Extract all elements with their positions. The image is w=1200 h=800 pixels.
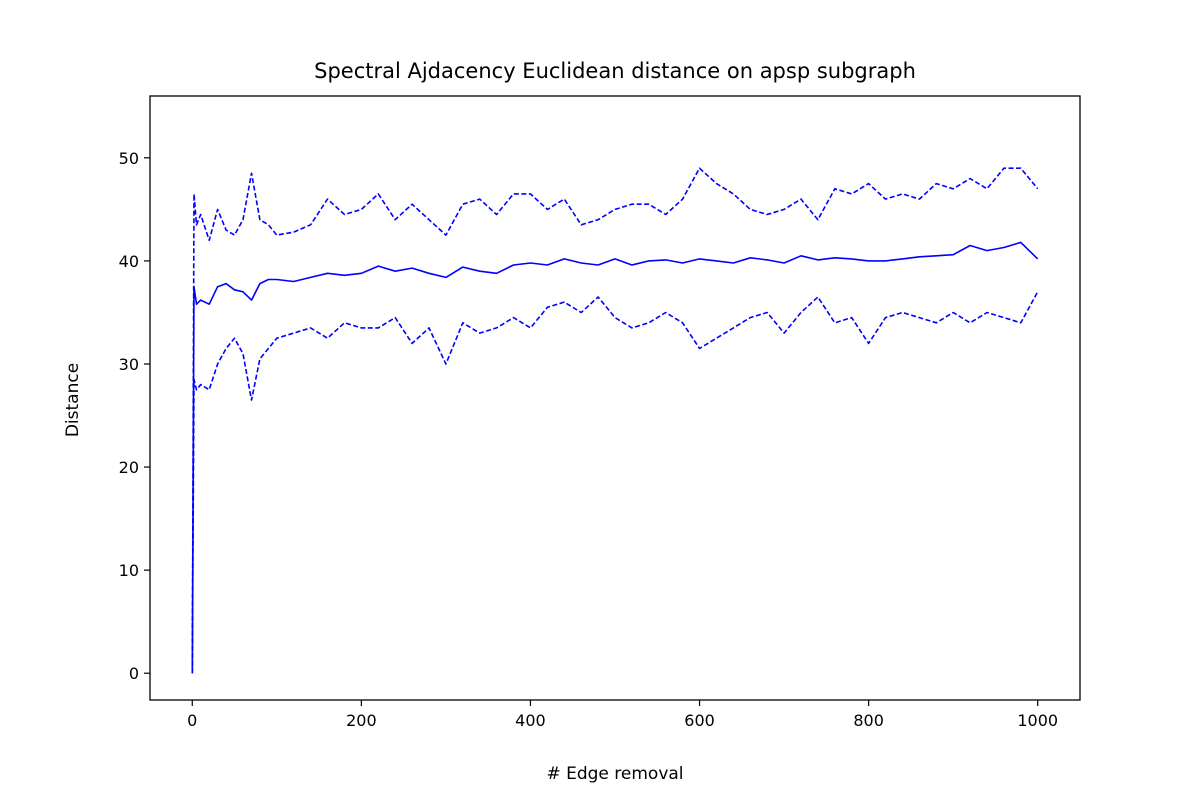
y-axis-label: Distance <box>63 363 83 437</box>
y-tick-label: 40 <box>119 252 139 271</box>
y-tick-label: 30 <box>119 355 139 374</box>
y-axis: 0 10 20 30 40 50 <box>119 149 150 683</box>
x-axis-label: # Edge removal <box>546 764 683 784</box>
x-tick-label: 800 <box>853 711 884 730</box>
y-tick-label: 50 <box>119 149 139 168</box>
y-tick-label: 0 <box>129 664 139 683</box>
dashed-series-line-2 <box>191 291 1039 674</box>
x-tick-label: 400 <box>515 711 546 730</box>
x-tick-label: 1000 <box>1017 711 1058 730</box>
y-tick-label: 20 <box>119 458 139 477</box>
x-tick-label: 600 <box>684 711 715 730</box>
x-tick-label: 0 <box>187 711 197 730</box>
plot-area <box>191 167 1039 674</box>
y-tick-label: 10 <box>119 561 139 580</box>
axes-frame <box>149 95 1081 701</box>
dashed-series-line-1 <box>191 167 1039 674</box>
solid-series-line-0 <box>191 241 1039 674</box>
x-tick-label: 200 <box>346 711 377 730</box>
x-axis: 0 200 400 600 800 1000 <box>187 700 1058 730</box>
chart-title: Spectral Ajdacency Euclidean distance on… <box>314 59 916 83</box>
